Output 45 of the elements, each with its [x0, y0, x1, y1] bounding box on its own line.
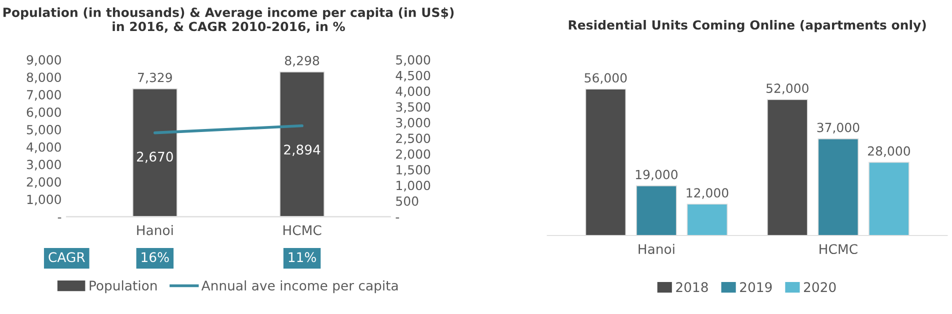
y2-tick-label: 3,500: [396, 102, 430, 113]
legend-label: 2018: [676, 282, 708, 292]
chart-title: Population (in thousands) & Average income per capita (in US$) in 2016, & CAGR 2010-2016, in %: [3, 7, 454, 33]
y-tick-label: 1,000: [27, 194, 61, 206]
y-tick-label: 2,000: [26, 177, 61, 188]
y2-tick-label: -: [396, 217, 400, 218]
y2-tick-label: 1,000: [396, 180, 430, 192]
legend-label: 2019: [740, 282, 772, 292]
data-label: 19,000: [636, 170, 678, 181]
y-tick-label: 9,000: [26, 55, 61, 66]
data-label: 8,298: [285, 56, 320, 67]
data-label: 28,000: [868, 146, 910, 158]
data-label: 7,329: [138, 72, 172, 84]
chart-title: Residential Units Coming Online (apartments only): [568, 20, 926, 32]
text: 16%: [142, 252, 169, 262]
data-label: 52,000: [766, 84, 808, 94]
legend-label: 2020: [804, 282, 836, 292]
y2-tick-label: 500: [396, 196, 418, 206]
y-tick-label: 6,000: [26, 107, 61, 118]
x-tick-label: Hanoi: [137, 224, 173, 236]
text: 11%: [288, 252, 316, 262]
data-label: 56,000: [584, 73, 627, 84]
y2-tick-label: 5,000: [396, 55, 430, 66]
x-tick-label: HCMC: [283, 225, 322, 236]
text: CAGR: [48, 252, 85, 262]
data-label: 37,000: [817, 122, 860, 134]
y-tick-label: 5,000: [26, 124, 61, 136]
x-tick-label: HCMC: [820, 244, 858, 254]
y2-tick-label: 2,500: [396, 134, 430, 144]
y2-tick-label: 4,500: [396, 70, 430, 82]
y-tick-label: -: [58, 217, 62, 218]
data-label: 12,000: [686, 188, 728, 199]
y-tick-label: 8,000: [26, 72, 61, 84]
data-label: 2,670: [136, 152, 173, 163]
y-tick-label: 4,000: [26, 142, 61, 154]
y2-tick-label: 1,500: [396, 165, 430, 176]
x-tick-label: Hanoi: [638, 244, 674, 254]
y2-tick-label: 2,000: [396, 149, 430, 160]
legend-label: Population: [90, 280, 157, 294]
legend-label: Annual ave income per capita: [201, 280, 398, 294]
data-label: 2,894: [284, 144, 320, 156]
y-tick-label: 3,000: [26, 160, 61, 171]
y-tick-label: 7,000: [27, 90, 61, 101]
y2-tick-label: 4,000: [396, 86, 430, 98]
y2-tick-label: 3,000: [396, 118, 430, 129]
